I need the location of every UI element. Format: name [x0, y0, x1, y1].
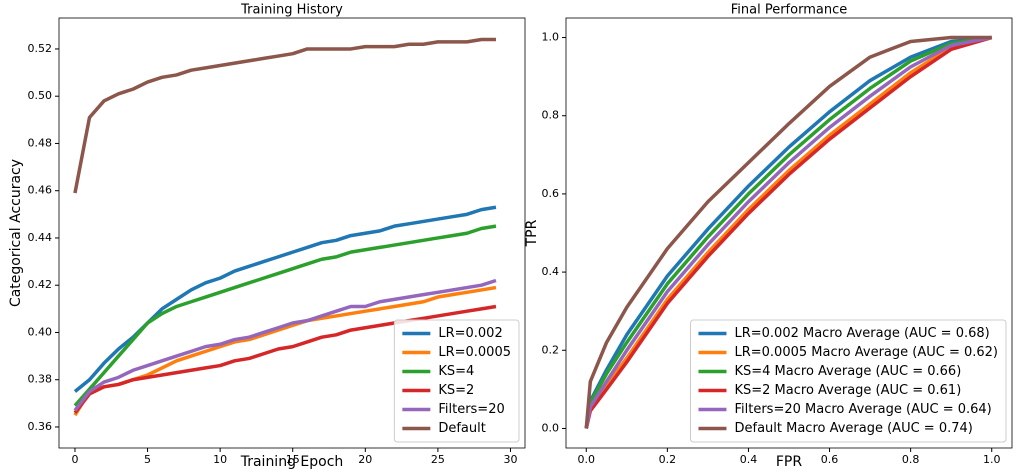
- x-tick-label: 20: [358, 453, 372, 466]
- chart-title: Final Performance: [731, 3, 847, 18]
- series-line: [73, 278, 497, 412]
- series-line: [73, 224, 497, 407]
- legend-label: KS=2: [438, 383, 474, 398]
- y-tick-label: 0.2: [542, 343, 560, 356]
- x-tick-label: 0: [71, 453, 78, 466]
- x-tick-label: 25: [431, 453, 445, 466]
- legend: LR=0.002 Macro Average (AUC = 0.68) LR=0.…: [689, 319, 1007, 443]
- y-tick-label: 0.52: [28, 42, 53, 55]
- x-tick-label: 0.6: [821, 453, 839, 466]
- series-line: [584, 35, 992, 429]
- y-tick-label: 0.38: [28, 373, 53, 386]
- x-tick-label: 0.8: [902, 453, 920, 466]
- y-tick-label: 0.6: [542, 187, 560, 200]
- series-line: [73, 285, 497, 417]
- legend-label: Filters=20 Macro Average (AUC = 0.64): [734, 402, 991, 417]
- series-line: [584, 35, 993, 429]
- series-line: [73, 304, 497, 414]
- series-line: [584, 35, 993, 429]
- subplot: Final Performance FPR TPR 0.0 0.2 0.4 0.6 0.8 1.…: [524, 3, 1013, 470]
- legend-label: Filters=20: [438, 402, 504, 417]
- legend-label: LR=0.002: [438, 326, 502, 341]
- series-line: [584, 35, 993, 429]
- x-tick-label: 30: [503, 453, 517, 466]
- legend-label: KS=4 Macro Average (AUC = 0.66): [734, 364, 961, 379]
- x-tick-label: 0.2: [659, 453, 677, 466]
- series-line: [584, 35, 992, 429]
- legend-label: KS=4: [438, 364, 474, 379]
- y-tick-label: 0.40: [28, 325, 53, 338]
- legend-label: KS=2 Macro Average (AUC = 0.61): [734, 383, 961, 398]
- subplot: Training History Training Epoch Categorica…: [8, 3, 526, 470]
- y-tick-label: 0.0: [542, 421, 560, 434]
- x-tick-label: 0.4: [740, 453, 758, 466]
- series-line: [73, 37, 496, 194]
- legend-label: LR=0.0005: [438, 345, 511, 360]
- x-tick-label: 1.0: [983, 453, 1001, 466]
- x-axis-label: Training Epoch: [240, 454, 344, 470]
- y-tick-label: 0.46: [28, 184, 53, 197]
- legend-box: [393, 319, 520, 443]
- y-tick-label: 0.4: [542, 265, 560, 278]
- y-tick-label: 0.8: [542, 109, 560, 122]
- y-tick-label: 1.0: [542, 31, 560, 44]
- legend-box: [689, 319, 1007, 443]
- y-axis-label: TPR: [524, 219, 540, 247]
- legend-label: LR=0.0005 Macro Average (AUC = 0.62): [734, 345, 998, 360]
- y-tick-label: 0.50: [28, 89, 53, 102]
- x-tick-label: 10: [213, 453, 227, 466]
- legend-label: LR=0.002 Macro Average (AUC = 0.68): [734, 326, 989, 341]
- y-tick-label: 0.42: [28, 278, 53, 291]
- legend: LR=0.002 LR=0.0005 KS=4 KS=2 Filters=20 Defau…: [393, 319, 520, 443]
- chart-title: Training History: [240, 3, 343, 18]
- legend-label: Default Macro Average (AUC = 0.74): [734, 421, 972, 436]
- x-tick-label: 15: [286, 453, 300, 466]
- axes-frame: [58, 17, 526, 449]
- x-tick-label: 5: [144, 453, 151, 466]
- y-axis-label: Categorical Accuracy: [8, 159, 24, 307]
- x-axis-label: FPR: [776, 454, 802, 470]
- y-tick-label: 0.36: [28, 420, 53, 433]
- y-tick-label: 0.48: [28, 136, 53, 149]
- y-tick-label: 0.44: [28, 231, 53, 244]
- axes-frame: [565, 17, 1013, 449]
- x-tick-label: 0.0: [578, 453, 596, 466]
- series-line: [584, 35, 992, 429]
- legend-label: Default: [438, 421, 486, 436]
